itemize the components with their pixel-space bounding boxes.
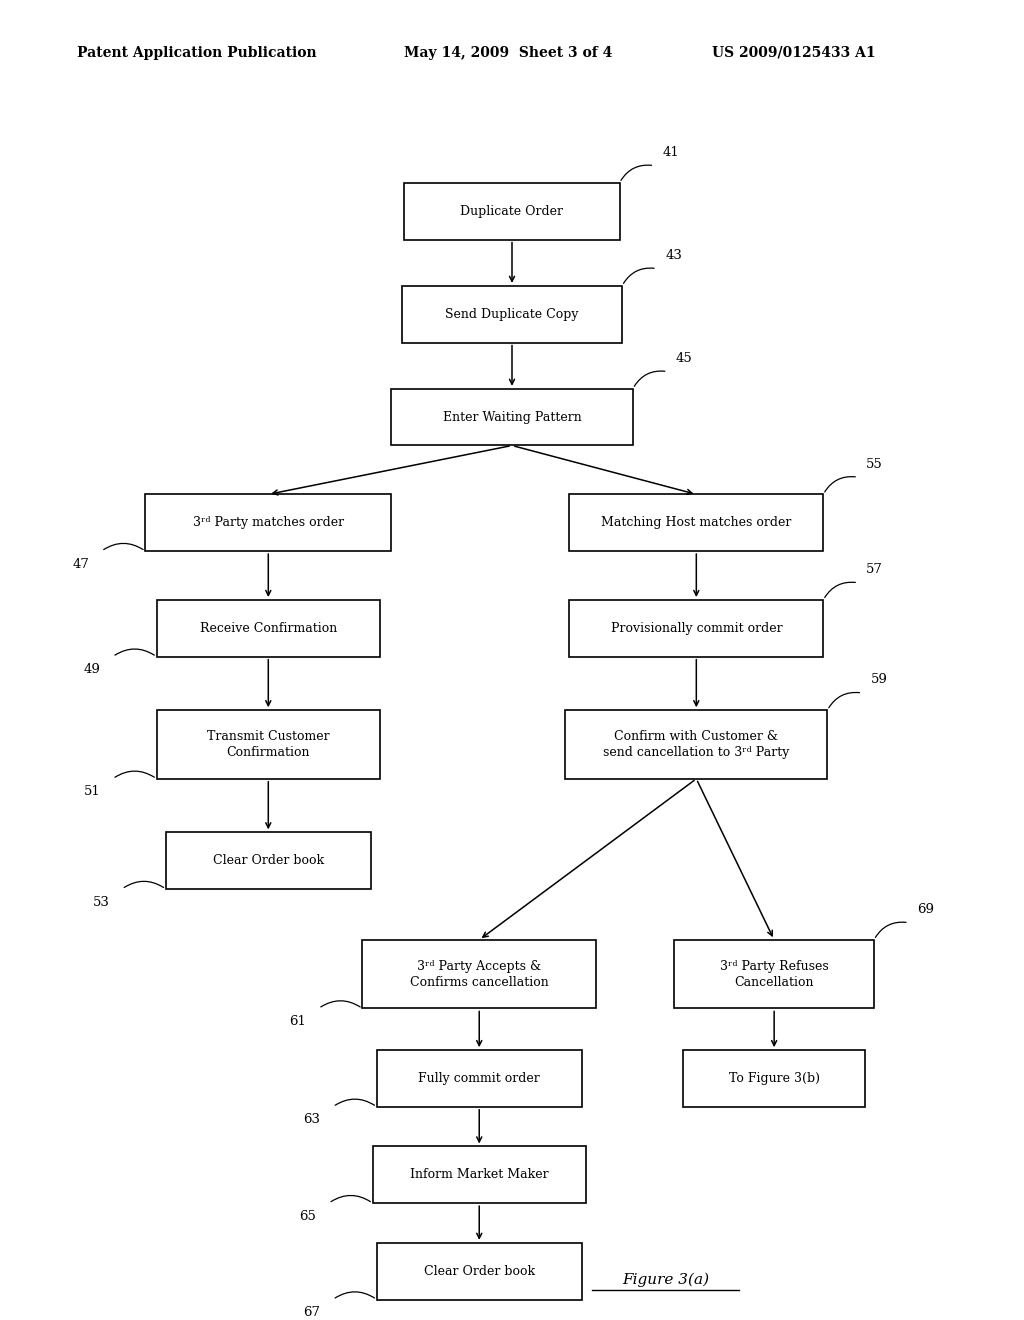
Bar — [373, 1146, 586, 1204]
Bar — [404, 182, 620, 240]
Text: Receive Confirmation: Receive Confirmation — [200, 622, 337, 635]
Text: To Figure 3(b): To Figure 3(b) — [729, 1072, 819, 1085]
Text: Enter Waiting Pattern: Enter Waiting Pattern — [442, 411, 582, 424]
Text: 3ʳᵈ Party Accepts &
Confirms cancellation: 3ʳᵈ Party Accepts & Confirms cancellatio… — [410, 960, 549, 989]
Bar — [683, 1051, 865, 1106]
Text: US 2009/0125433 A1: US 2009/0125433 A1 — [712, 46, 876, 59]
Text: Transmit Customer
Confirmation: Transmit Customer Confirmation — [207, 730, 330, 759]
Text: 67: 67 — [303, 1307, 321, 1319]
Text: 59: 59 — [870, 673, 887, 686]
Text: 55: 55 — [866, 458, 883, 471]
Text: 47: 47 — [73, 557, 89, 570]
Text: 49: 49 — [84, 663, 100, 676]
Bar — [569, 599, 823, 656]
Text: 45: 45 — [676, 352, 692, 364]
Text: Inform Market Maker: Inform Market Maker — [410, 1168, 549, 1181]
Text: Duplicate Order: Duplicate Order — [461, 205, 563, 218]
Bar — [391, 388, 633, 445]
Text: 51: 51 — [84, 785, 100, 799]
Text: Confirm with Customer &
send cancellation to 3ʳᵈ Party: Confirm with Customer & send cancellatio… — [603, 730, 790, 759]
Text: 63: 63 — [303, 1114, 321, 1126]
Text: Send Duplicate Copy: Send Duplicate Copy — [445, 308, 579, 321]
Text: Fully commit order: Fully commit order — [419, 1072, 540, 1085]
Text: 41: 41 — [663, 147, 679, 160]
Text: 43: 43 — [666, 249, 682, 261]
Text: 3ʳᵈ Party matches order: 3ʳᵈ Party matches order — [193, 516, 344, 529]
Bar — [157, 710, 380, 779]
Bar — [565, 710, 827, 779]
Bar — [569, 494, 823, 552]
Text: Matching Host matches order: Matching Host matches order — [601, 516, 792, 529]
Bar — [401, 286, 623, 342]
Text: Clear Order book: Clear Order book — [424, 1265, 535, 1278]
Bar — [377, 1243, 582, 1299]
Text: Clear Order book: Clear Order book — [213, 854, 324, 867]
Bar — [157, 599, 380, 656]
Bar — [362, 940, 596, 1008]
Bar — [377, 1051, 582, 1106]
Text: 3ʳᵈ Party Refuses
Cancellation: 3ʳᵈ Party Refuses Cancellation — [720, 960, 828, 989]
Bar — [674, 940, 873, 1008]
Text: 57: 57 — [866, 564, 883, 576]
Bar — [145, 494, 391, 552]
Text: 61: 61 — [290, 1015, 306, 1028]
Text: May 14, 2009  Sheet 3 of 4: May 14, 2009 Sheet 3 of 4 — [404, 46, 612, 59]
Text: 69: 69 — [918, 903, 934, 916]
Text: 53: 53 — [93, 896, 110, 908]
Text: Provisionally commit order: Provisionally commit order — [610, 622, 782, 635]
Text: 65: 65 — [300, 1209, 316, 1222]
Text: Patent Application Publication: Patent Application Publication — [77, 46, 316, 59]
Text: Figure 3(a): Figure 3(a) — [622, 1272, 710, 1287]
Bar — [166, 833, 371, 890]
